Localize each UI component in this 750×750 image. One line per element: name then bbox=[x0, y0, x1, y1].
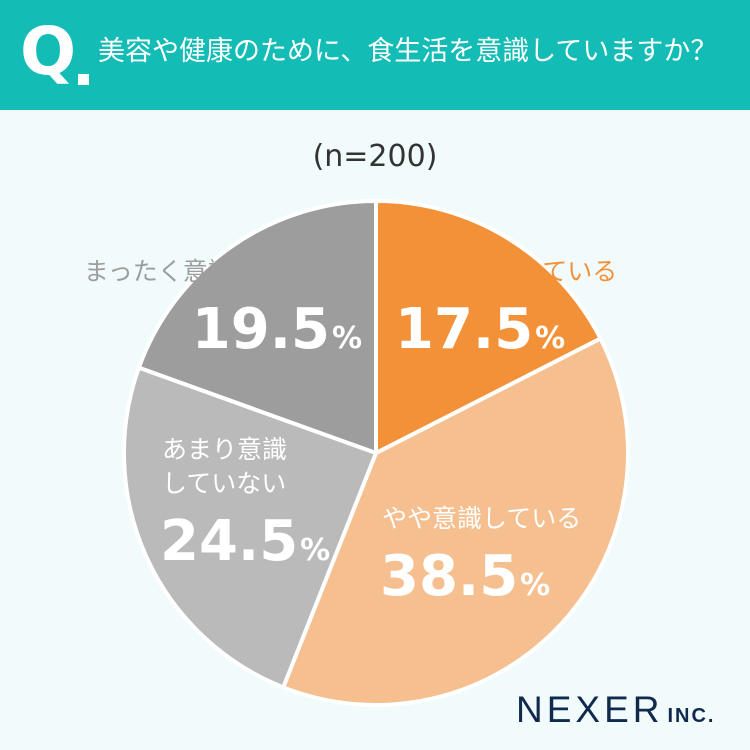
slice-value-label: 24.5% bbox=[160, 509, 330, 574]
slice-somewhat-conscious bbox=[281, 336, 630, 707]
sample-size-label: (n=200) bbox=[312, 139, 438, 174]
slice-label: あまり意識していない bbox=[162, 435, 287, 498]
slice-label: まったく意識していない bbox=[84, 257, 357, 286]
slice-very-conscious bbox=[374, 199, 603, 455]
nexer-logo: NEXER INC. bbox=[516, 689, 715, 731]
slice-label: やや意識している bbox=[382, 504, 581, 533]
slice-label: とても意識している bbox=[395, 257, 617, 286]
logo-sub: INC. bbox=[667, 705, 716, 727]
question-text: 美容や健康のために、食生活を意識していますか？ bbox=[98, 36, 718, 67]
q-mark: Q bbox=[20, 13, 77, 90]
question-header: Q 美容や健康のために、食生活を意識していますか？ bbox=[0, 0, 750, 110]
slice-not-very-conscious bbox=[122, 365, 378, 690]
slice-value-label: 38.5% bbox=[380, 544, 550, 609]
slice-value-label: 19.5% bbox=[192, 297, 362, 362]
slice-value-label: 17.5% bbox=[395, 297, 565, 362]
logo-main: NEXER bbox=[516, 689, 664, 730]
q-mark-dot bbox=[78, 74, 89, 85]
slice-not-at-all-conscious bbox=[136, 199, 378, 455]
